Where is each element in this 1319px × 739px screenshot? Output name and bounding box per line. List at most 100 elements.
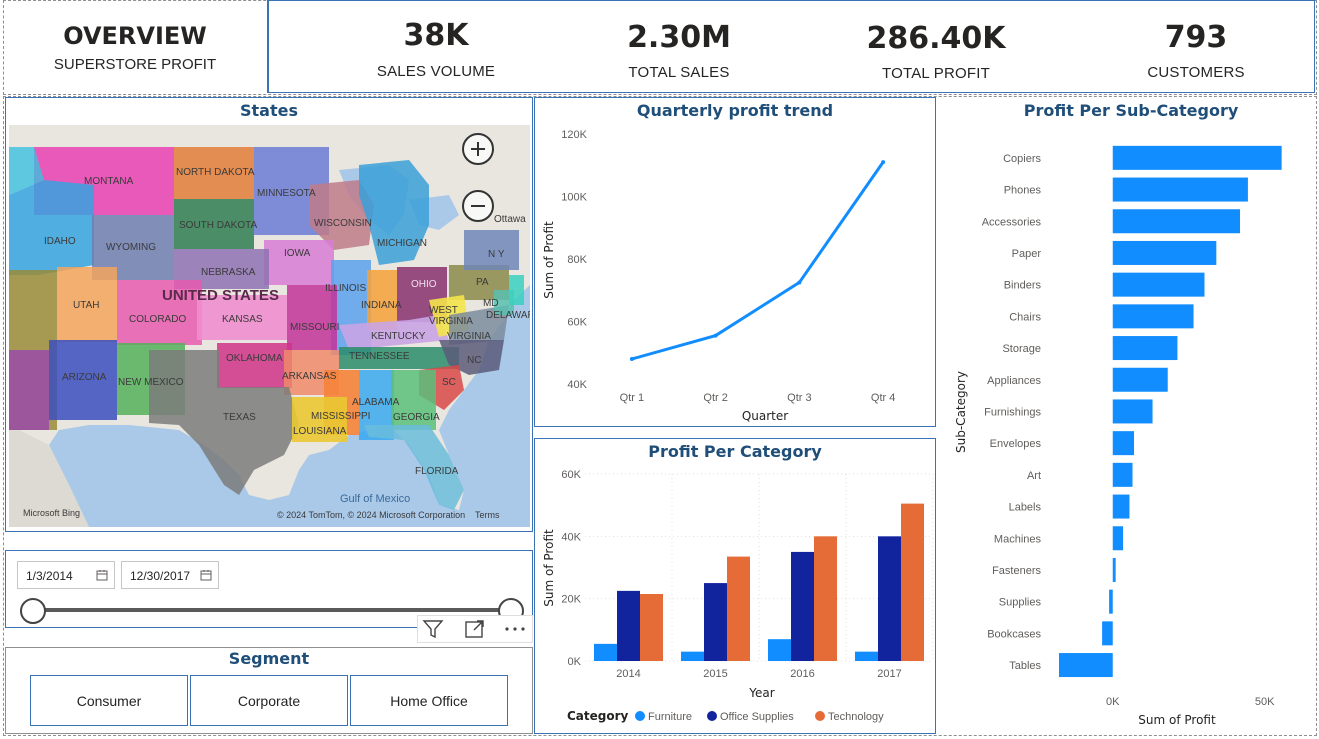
bar-furnishings[interactable] xyxy=(1112,399,1153,424)
bar-office-supplies-2015[interactable] xyxy=(704,583,727,661)
bar-machines[interactable] xyxy=(1112,526,1124,551)
profit-trend-line[interactable] xyxy=(631,161,885,361)
bar-labels[interactable] xyxy=(1112,494,1130,519)
start-date-value: 1/3/2014 xyxy=(26,569,73,583)
bar-tables[interactable] xyxy=(1058,653,1113,678)
bar-furniture-2015[interactable] xyxy=(681,651,704,661)
x-axis-title: Sum of Profit xyxy=(1138,713,1216,727)
zoom-out-button[interactable] xyxy=(462,190,494,222)
date-range-track[interactable] xyxy=(32,608,512,612)
kpi-total-sales-label: TOTAL SALES xyxy=(628,64,730,81)
bar-technology-2017[interactable] xyxy=(901,503,924,661)
bar-bookcases[interactable] xyxy=(1102,621,1113,646)
profit-trend-point[interactable] xyxy=(629,357,634,361)
state-louisiana xyxy=(292,397,347,442)
map-attribution: © 2024 TomTom, © 2024 Microsoft Corporat… xyxy=(277,510,466,520)
legend-marker[interactable] xyxy=(815,711,825,721)
y-tick-label: Fasteners xyxy=(992,565,1041,577)
bar-office-supplies-2016[interactable] xyxy=(791,551,814,661)
legend-entry[interactable]: Furniture xyxy=(648,711,692,723)
y-tick-label: Labels xyxy=(1009,502,1042,514)
state-oklahoma xyxy=(217,343,292,388)
bar-paper[interactable] xyxy=(1112,240,1217,265)
profit-trend-point[interactable] xyxy=(881,160,886,165)
y-tick-label: Chairs xyxy=(1009,311,1041,323)
map-canvas[interactable]: MONTANA NORTH DAKOTA MINNESOTA SOUTH DAK… xyxy=(9,125,530,527)
legend-marker[interactable] xyxy=(707,711,717,721)
bar-furniture-2016[interactable] xyxy=(768,639,791,661)
bar-supplies[interactable] xyxy=(1109,589,1113,614)
segment-consumer-button[interactable]: Consumer xyxy=(30,675,188,726)
profit-per-subcategory-chart: Copiers Phones Accessories Paper Binders Chai… xyxy=(954,145,1282,727)
state-label-mississippi: MISSISSIPPI xyxy=(311,411,371,422)
bar-phones[interactable] xyxy=(1112,177,1248,202)
legend-entry[interactable]: Technology xyxy=(828,711,884,723)
segment-home-office-button[interactable]: Home Office xyxy=(350,675,508,726)
y-axis-title: Sum of Profit xyxy=(542,221,556,299)
y-tick-label: Phones xyxy=(1004,185,1042,197)
y-tick-label: 40K xyxy=(567,379,587,391)
state-label-nebraska: NEBRASKA xyxy=(201,267,256,278)
state-label-ny: N Y xyxy=(488,249,505,260)
state-label-north-dakota: NORTH DAKOTA xyxy=(176,167,255,178)
x-tick-label: 2015 xyxy=(703,668,727,680)
state-label-oklahoma: OKLAHOMA xyxy=(226,353,283,364)
legend-entry[interactable]: Office Supplies xyxy=(720,711,794,723)
state-indiana xyxy=(367,270,397,330)
state-label-kentucky: KENTUCKY xyxy=(371,331,426,342)
map-terms-link[interactable]: Terms xyxy=(475,510,500,520)
state-label-ohio: OHIO xyxy=(411,279,437,290)
profit-per-subcategory-title: Profit Per Sub-Category xyxy=(1023,101,1239,120)
more-options-icon[interactable] xyxy=(503,618,527,640)
state-label-illinois: ILLINOIS xyxy=(325,283,367,294)
focus-mode-icon[interactable] xyxy=(464,618,486,640)
bar-fasteners[interactable] xyxy=(1112,557,1116,582)
legend-marker[interactable] xyxy=(635,711,645,721)
state-label-alabama: ALABAMA xyxy=(352,397,400,408)
state-label-montana: MONTANA xyxy=(84,176,134,187)
state-ny xyxy=(464,230,519,270)
state-georgia xyxy=(391,370,436,430)
profit-trend-point[interactable] xyxy=(797,280,802,285)
bar-chairs[interactable] xyxy=(1112,304,1194,329)
bar-office-supplies-2014[interactable] xyxy=(617,590,640,661)
bar-office-supplies-2017[interactable] xyxy=(878,536,901,661)
state-florida xyxy=(364,425,464,510)
state-label-idaho: IDAHO xyxy=(44,236,76,247)
bar-binders[interactable] xyxy=(1112,272,1205,297)
state-kansas xyxy=(197,295,287,340)
y-tick-label: 0K xyxy=(568,656,582,668)
state-label-texas: TEXAS xyxy=(223,412,256,423)
state-nj xyxy=(509,275,524,305)
state-label-florida: FLORIDA xyxy=(415,466,459,477)
bar-envelopes[interactable] xyxy=(1112,431,1135,456)
y-tick-label: 20K xyxy=(561,594,581,606)
state-arizona xyxy=(49,340,117,420)
x-tick-label: Qtr 3 xyxy=(787,392,811,404)
y-tick-label: Binders xyxy=(1004,280,1042,292)
segment-corporate-button[interactable]: Corporate xyxy=(190,675,348,726)
bar-furniture-2014[interactable] xyxy=(594,643,617,661)
bar-art[interactable] xyxy=(1112,462,1133,487)
profit-trend-point[interactable] xyxy=(713,333,718,338)
end-date-input[interactable]: 12/30/2017 xyxy=(121,561,219,589)
bar-furniture-2017[interactable] xyxy=(855,651,878,661)
bar-technology-2015[interactable] xyxy=(727,556,750,661)
bar-technology-2016[interactable] xyxy=(814,536,837,661)
state-label-minnesota: MINNESOTA xyxy=(257,188,316,199)
y-tick-label: 60K xyxy=(561,469,581,481)
bar-accessories[interactable] xyxy=(1112,209,1241,234)
bar-copiers[interactable] xyxy=(1112,145,1282,170)
state-label-wisconsin: WISCONSIN xyxy=(314,218,372,229)
start-date-input[interactable]: 1/3/2014 xyxy=(17,561,115,589)
quarterly-trend-visual[interactable] xyxy=(534,97,936,427)
state-label-missouri: MISSOURI xyxy=(290,322,340,333)
date-range-start-handle[interactable] xyxy=(20,598,46,624)
state-label-indiana: INDIANA xyxy=(361,300,402,311)
bar-technology-2014[interactable] xyxy=(640,593,663,661)
zoom-in-button[interactable] xyxy=(462,133,494,165)
y-tick-label: Appliances xyxy=(987,375,1041,387)
bar-storage[interactable] xyxy=(1112,336,1178,361)
bar-appliances[interactable] xyxy=(1112,367,1168,392)
filter-icon[interactable] xyxy=(422,618,444,640)
